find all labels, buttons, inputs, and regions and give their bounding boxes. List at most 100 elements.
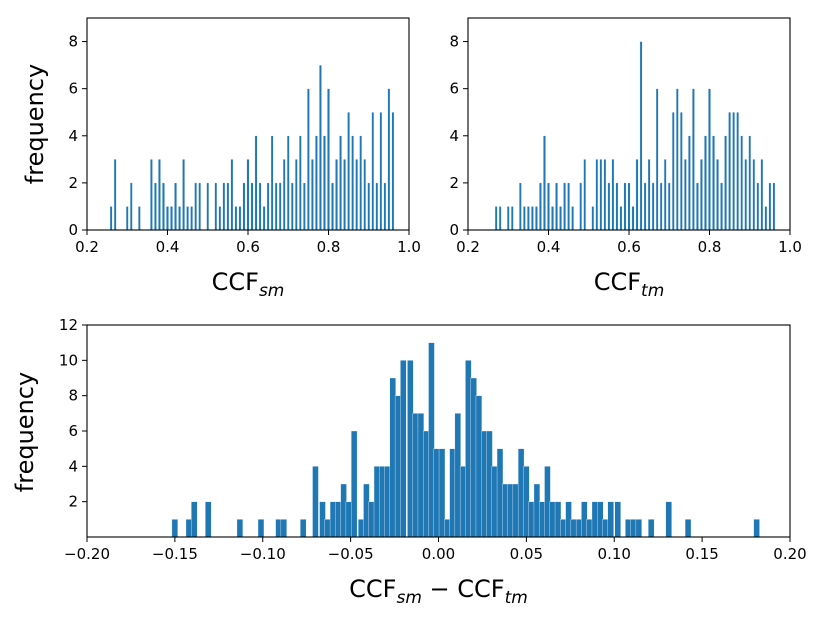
histogram-bar (323, 135, 326, 231)
histogram-bar (724, 135, 727, 231)
histogram-bar (597, 501, 604, 538)
histogram-bar (623, 182, 627, 231)
histogram-bar (379, 466, 386, 538)
histogram-bar (290, 182, 294, 231)
histogram-bar (345, 501, 353, 538)
histogram-bar (740, 135, 744, 231)
histogram-bar (154, 182, 157, 231)
histogram-bar (384, 466, 391, 538)
histogram-bar (363, 159, 367, 231)
histogram-bar (150, 159, 153, 231)
y-axis-label: frequency (11, 372, 39, 492)
histogram-bar (639, 41, 643, 231)
histogram-bar (570, 519, 577, 538)
y-tick-label: 6 (68, 80, 78, 98)
histogram-bar (554, 501, 562, 538)
y-tick-label: 8 (449, 33, 459, 51)
histogram-bar (517, 448, 525, 538)
histogram-bar (591, 501, 599, 538)
histogram-bar (507, 483, 514, 538)
y-tick-label: 8 (68, 387, 78, 405)
histogram-bar (400, 360, 407, 538)
x-tick-label: 0.2 (456, 238, 480, 256)
histogram-bar (772, 182, 776, 231)
histogram-bar (331, 182, 334, 231)
histogram-bar (278, 182, 282, 231)
x-tick-label: 0.8 (698, 238, 722, 256)
histogram-bar (174, 182, 177, 231)
histogram-bar (186, 206, 189, 231)
histogram-bar (190, 206, 193, 231)
histogram-bar (379, 112, 383, 231)
histogram-bar (387, 88, 391, 231)
histogram-bar (531, 206, 534, 231)
x-tick-label: 0.15 (685, 545, 718, 563)
y-tick-label: 2 (68, 493, 78, 511)
histogram-bar (630, 519, 637, 538)
histogram-bar (486, 430, 493, 538)
histogram-bar (700, 159, 703, 231)
histogram-bar (246, 159, 250, 231)
x-tick-label: 0.8 (317, 238, 341, 256)
y-tick-label: 2 (449, 174, 459, 192)
x-axis-label-operator: − (422, 575, 457, 603)
histogram-bar (236, 519, 244, 538)
y-tick-label: 4 (68, 127, 78, 145)
histogram-bar (417, 413, 425, 538)
histogram-bar (491, 466, 498, 538)
histogram-bar (324, 519, 331, 538)
histogram-bar (575, 519, 583, 538)
histogram-bar (358, 519, 365, 538)
histogram-bar (607, 182, 611, 231)
histogram-bar (527, 206, 530, 231)
y-tick-label: 0 (68, 221, 78, 239)
histogram-bar (166, 206, 169, 231)
histogram-bar (470, 377, 477, 538)
histogram-bar (655, 88, 659, 231)
histogram-bar (242, 182, 246, 231)
histogram-bar (684, 519, 692, 538)
histogram-bar (282, 159, 286, 231)
histogram-bar (684, 159, 687, 231)
histogram-bar (675, 88, 679, 231)
histogram-bar (523, 466, 530, 538)
histogram-bar (647, 159, 651, 231)
histogram-ccf-difference: −0.20 −0.15 −0.10 −0.05 0.00 0.05 0.10 0.15 0.20… (11, 316, 807, 608)
histogram-bar (394, 395, 402, 538)
x-tick-label: 0.20 (773, 545, 806, 563)
histogram-bar (375, 182, 379, 231)
histogram-bar (481, 430, 488, 538)
histogram-bar (178, 206, 181, 231)
histogram-bar (651, 182, 655, 231)
histogram-bar (563, 182, 566, 231)
histogram-bar (347, 112, 350, 231)
histogram-bar (307, 88, 310, 231)
x-axis-label-main: CCF (349, 575, 396, 603)
histogram-bar (363, 483, 370, 538)
histogram-bar (728, 112, 731, 231)
histogram-ccf-tm: 0.2 0.4 0.6 0.8 1.0 0 2 4 6 8 CCFtm (449, 17, 802, 301)
histogram-bar (539, 501, 546, 538)
histogram-bar (595, 159, 599, 231)
histogram-bar (696, 182, 699, 231)
histogram-bar (643, 182, 647, 231)
histogram-bar (768, 182, 772, 231)
histogram-bar (391, 112, 395, 231)
histogram-bar (459, 466, 467, 538)
histogram-bar (368, 501, 375, 538)
x-tick-label: 1.0 (397, 238, 421, 256)
histogram-bar (343, 159, 346, 231)
x-tick-label: 0.4 (537, 238, 561, 256)
histogram-bar (250, 182, 254, 231)
x-tick-label: 0.05 (510, 545, 543, 563)
histogram-bar (692, 88, 695, 231)
histogram-bar (113, 159, 117, 231)
x-axis-label-subscript: sm (396, 588, 421, 608)
histogram-bar (428, 342, 435, 538)
x-tick-label: 0.6 (617, 238, 641, 256)
histogram-bar (475, 395, 483, 538)
histogram-bar (539, 182, 542, 231)
histogram-bar (602, 519, 609, 538)
histogram-bar (129, 182, 133, 231)
histogram-bar (518, 182, 522, 231)
